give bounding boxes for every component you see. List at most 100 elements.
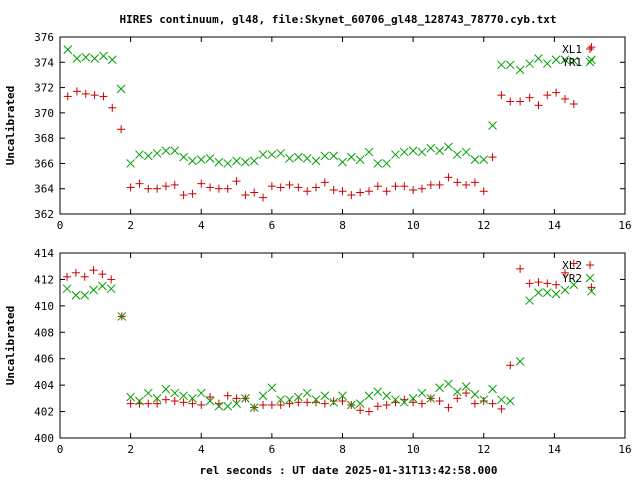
data-point bbox=[294, 398, 303, 407]
data-point bbox=[560, 268, 569, 277]
y-tick-label: 370 bbox=[34, 107, 54, 120]
data-point bbox=[346, 152, 356, 162]
data-point bbox=[516, 97, 525, 106]
data-point bbox=[320, 151, 330, 161]
legend-label: YR1 bbox=[562, 56, 582, 69]
data-point bbox=[90, 91, 99, 100]
data-point bbox=[116, 84, 126, 94]
data-point bbox=[534, 288, 543, 297]
data-point bbox=[551, 55, 561, 65]
data-point bbox=[444, 403, 453, 412]
data-point bbox=[232, 156, 241, 166]
data-point bbox=[311, 156, 321, 166]
y-tick-label: 404 bbox=[34, 379, 54, 392]
data-point bbox=[303, 187, 312, 196]
data-point bbox=[294, 152, 303, 162]
data-point bbox=[382, 187, 391, 196]
data-point bbox=[534, 101, 543, 110]
data-point bbox=[470, 399, 479, 408]
legend-label: XL2 bbox=[562, 259, 582, 272]
legend-marker bbox=[586, 45, 594, 53]
data-point bbox=[515, 65, 525, 75]
x-tick-label: 4 bbox=[198, 219, 205, 232]
data-point bbox=[506, 97, 515, 106]
y-axis-label: Uncalibrated bbox=[4, 86, 17, 165]
data-point bbox=[488, 153, 497, 162]
data-point bbox=[241, 394, 250, 403]
data-point bbox=[294, 392, 303, 402]
data-point bbox=[179, 191, 188, 200]
data-point bbox=[152, 148, 162, 158]
data-point bbox=[117, 312, 127, 321]
data-point bbox=[276, 395, 286, 405]
data-point bbox=[373, 159, 383, 168]
data-point bbox=[206, 183, 215, 192]
data-point bbox=[462, 180, 471, 189]
data-point bbox=[143, 151, 153, 161]
data-point bbox=[135, 396, 144, 406]
data-point bbox=[135, 150, 144, 159]
data-point bbox=[364, 147, 374, 157]
data-point bbox=[232, 394, 241, 403]
data-point bbox=[276, 400, 285, 409]
data-point bbox=[534, 54, 543, 63]
data-point bbox=[267, 150, 277, 159]
data-point bbox=[161, 395, 170, 404]
data-point bbox=[462, 389, 471, 398]
data-point bbox=[346, 400, 356, 410]
data-point bbox=[143, 388, 153, 398]
data-point bbox=[153, 399, 162, 408]
series-YR2 bbox=[62, 280, 596, 412]
series-XL2 bbox=[63, 259, 596, 416]
data-point bbox=[232, 399, 241, 408]
data-point bbox=[223, 184, 232, 193]
y-axis-label: Uncalibrated bbox=[4, 306, 17, 385]
data-point bbox=[364, 187, 373, 196]
data-point bbox=[249, 156, 259, 166]
top-panel: 0 2 4 6 8 10 12 14 16 362 364 366 368 370 372 374 376 Unc… bbox=[4, 31, 632, 232]
data-point bbox=[329, 151, 339, 161]
y-tick-label: 372 bbox=[34, 82, 54, 95]
data-point bbox=[170, 388, 180, 398]
x-tick-label: 6 bbox=[269, 219, 276, 232]
data-point bbox=[461, 147, 471, 157]
data-point bbox=[551, 289, 561, 299]
data-point bbox=[479, 395, 489, 405]
y-tick-label: 412 bbox=[34, 273, 54, 286]
data-point bbox=[98, 281, 107, 291]
data-point bbox=[303, 398, 312, 407]
data-point bbox=[161, 182, 170, 191]
data-point bbox=[470, 178, 479, 187]
data-point bbox=[479, 397, 488, 405]
x-tick-label: 0 bbox=[57, 443, 64, 456]
data-point bbox=[452, 150, 462, 159]
y-tick-label: 368 bbox=[34, 132, 54, 145]
data-point bbox=[409, 185, 418, 194]
x-tick-label: 10 bbox=[407, 443, 420, 456]
data-point bbox=[285, 399, 294, 408]
data-point bbox=[453, 394, 462, 403]
data-point bbox=[144, 399, 153, 408]
data-point bbox=[62, 284, 72, 294]
data-point bbox=[80, 272, 89, 281]
data-point bbox=[479, 187, 488, 196]
data-point bbox=[71, 268, 80, 277]
data-point bbox=[347, 191, 356, 200]
data-point bbox=[373, 182, 382, 191]
data-point bbox=[569, 100, 578, 109]
data-point bbox=[408, 394, 418, 403]
data-point bbox=[223, 391, 232, 400]
data-point bbox=[470, 390, 480, 399]
data-point bbox=[81, 52, 91, 62]
data-point bbox=[302, 388, 312, 398]
data-point bbox=[560, 285, 570, 295]
x-tick-label: 8 bbox=[339, 219, 346, 232]
data-point bbox=[249, 403, 259, 412]
data-point bbox=[107, 55, 117, 65]
data-point bbox=[364, 391, 374, 401]
data-point bbox=[569, 56, 579, 66]
data-point bbox=[63, 45, 73, 54]
data-point bbox=[214, 401, 224, 411]
x-axis-label: rel seconds : UT date 2025-01-31T13:42:5… bbox=[199, 464, 497, 477]
data-point bbox=[488, 121, 497, 130]
